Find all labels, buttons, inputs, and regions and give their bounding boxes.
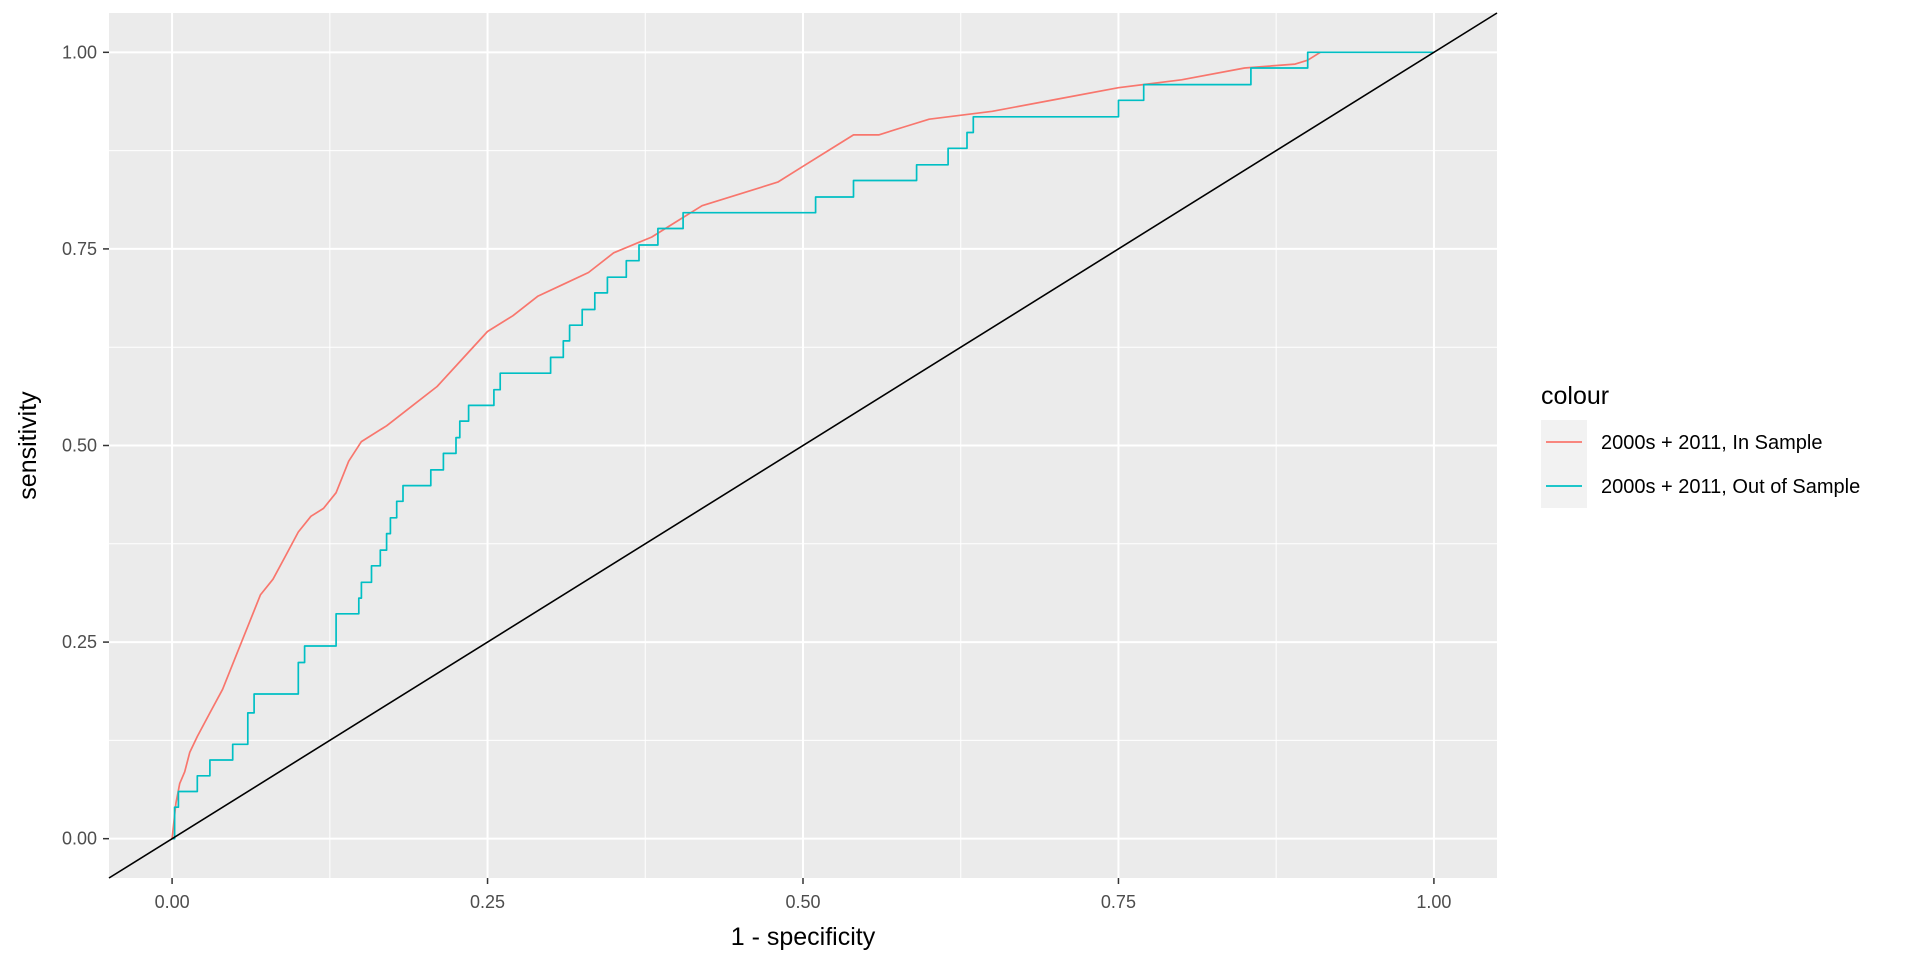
- y-axis-title: sensitivity: [14, 391, 42, 500]
- axis-ticks: 0.00 0.25 0.50 0.75 1.00 0.00 0.25 0.50 0.75 1.00: [62, 42, 1451, 912]
- x-tick-label: 0.00: [155, 892, 190, 912]
- y-tick-label: 0.25: [62, 632, 97, 652]
- series-line-2: [172, 51, 1434, 840]
- y-tick-label: 1.00: [62, 42, 97, 62]
- legend-label-2: 2000s + 2011, Out of Sample: [1601, 476, 1860, 498]
- legend-title: colour: [1541, 382, 1609, 410]
- x-tick-label: 0.25: [470, 892, 505, 912]
- x-axis-title: 1 - specificity: [731, 923, 876, 951]
- y-tick-label: 0.00: [62, 829, 97, 849]
- y-tick-label: 0.50: [62, 436, 97, 456]
- reference-diagonal-line: [108, 12, 1498, 879]
- x-tick-label: 0.75: [1101, 892, 1136, 912]
- legend: colour 2000s + 2011, In Sample 2000s + 20…: [1541, 382, 1860, 508]
- series-layer: [108, 12, 1498, 879]
- legend-label-1: 2000s + 2011, In Sample: [1601, 432, 1822, 454]
- series-line-1: [171, 51, 1321, 839]
- x-tick-label: 1.00: [1416, 892, 1451, 912]
- x-tick-label: 0.50: [785, 892, 820, 912]
- y-tick-label: 0.75: [62, 239, 97, 259]
